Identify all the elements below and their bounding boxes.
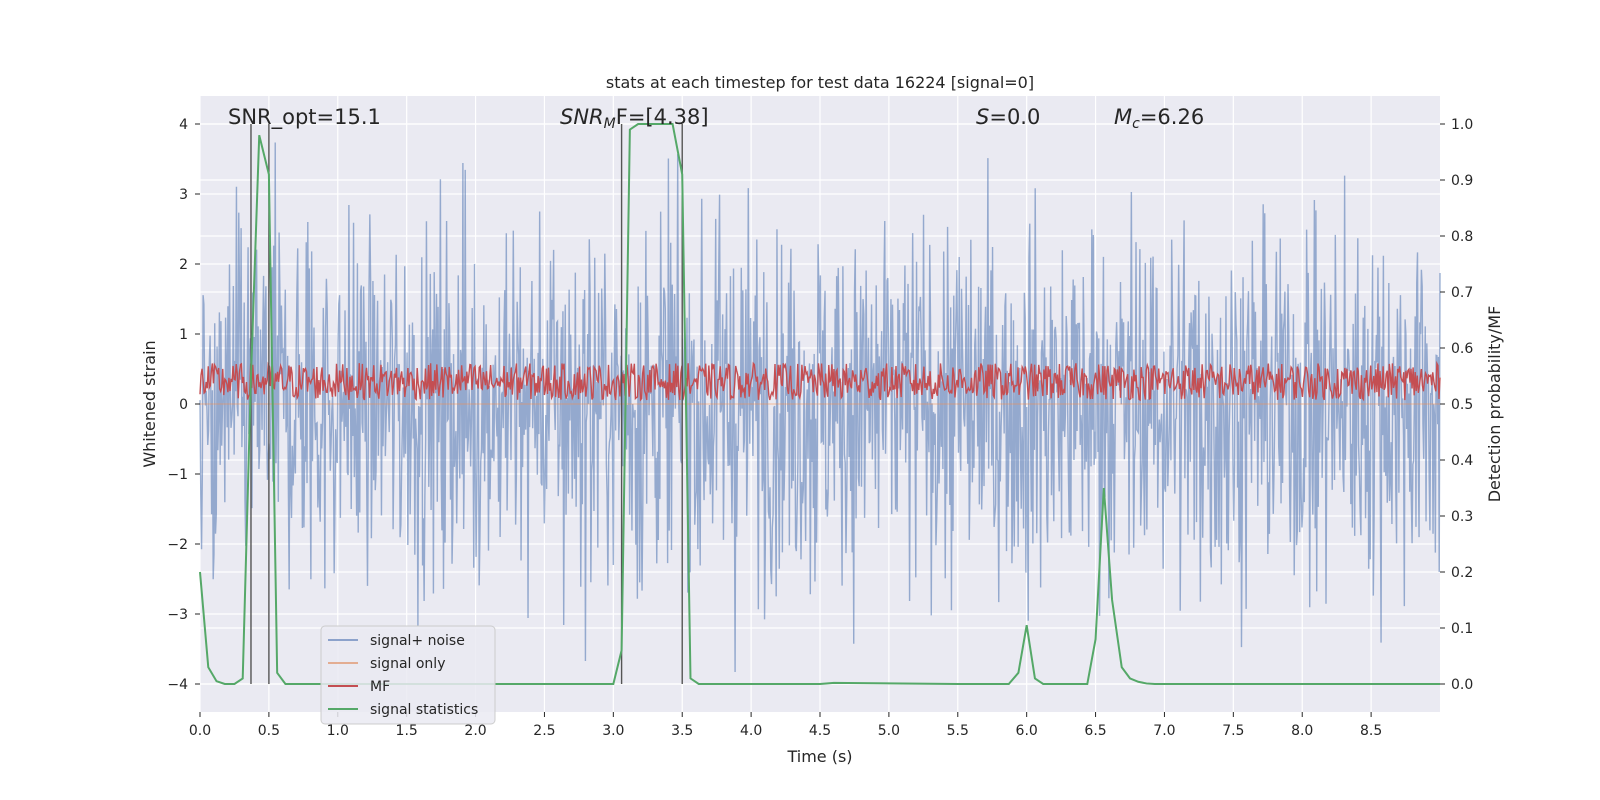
- x-tick-label: 1.0: [327, 723, 349, 739]
- x-tick-label: 7.0: [1153, 723, 1175, 739]
- x-tick-label: 6.0: [1016, 723, 1038, 739]
- mc-symbol: M: [1114, 105, 1132, 129]
- x-tick-label: 2.0: [464, 723, 486, 739]
- series-signal-statistics: [199, 123, 1440, 685]
- signal-plus-noise-line: [199, 142, 1441, 672]
- x-axis-label: Time (s): [786, 747, 852, 766]
- legend-label-signal-only: signal only: [370, 656, 445, 672]
- chart-title: stats at each timestep for test data 162…: [606, 73, 1034, 92]
- legend: signal+ noise signal only MF signal stat…: [320, 625, 496, 725]
- x-tick-label: 1.5: [396, 723, 418, 739]
- series-signal-plus-noise: [199, 142, 1441, 672]
- legend-label-signal-plus-noise: signal+ noise: [370, 633, 465, 649]
- annotation-s: S=0.0: [976, 105, 1040, 129]
- x-tick-label: 5.0: [878, 723, 900, 739]
- right-tick-label: 0.8: [1451, 229, 1473, 245]
- right-tick-label: 0.7: [1451, 285, 1473, 301]
- snr-mf-symbol: SNR: [560, 105, 604, 129]
- left-tick-label: −4: [167, 677, 188, 693]
- x-tick-label: 8.0: [1291, 723, 1313, 739]
- left-tick-label: −3: [167, 607, 188, 623]
- left-tick-label: 3: [179, 187, 188, 203]
- x-tick-label: 0.0: [189, 723, 211, 739]
- snr-mf-subscript: M: [604, 116, 616, 132]
- series-mf: [199, 360, 1441, 402]
- mc-subscript: c: [1132, 116, 1140, 132]
- x-tick-label: 6.5: [1084, 723, 1106, 739]
- x-axis-ticks: 0.0 0.5 1.0 1.5 2.0 2.5 3.0 3.5 4.0 4.5 5.0 5.5 6.0 6…: [189, 712, 1382, 739]
- x-tick-label: 3.5: [671, 723, 693, 739]
- legend-box: [320, 625, 496, 725]
- right-tick-label: 1.0: [1451, 117, 1473, 133]
- left-tick-label: 4: [179, 117, 188, 133]
- mc-value: =6.26: [1140, 105, 1204, 129]
- annotation-mc: Mc=6.26: [1114, 105, 1204, 132]
- mf-line: [199, 360, 1441, 402]
- x-tick-label: 5.5: [947, 723, 969, 739]
- right-tick-label: 0.6: [1451, 341, 1473, 357]
- x-tick-label: 4.0: [740, 723, 762, 739]
- annotation-snr-mf: SNRMF=[4.38]: [560, 105, 709, 132]
- right-axis-ticks: 0.0 0.1 0.2 0.3 0.4 0.5 0.6 0.7 0.8 0.9 1.0: [1440, 117, 1473, 693]
- right-tick-label: 0.5: [1451, 397, 1473, 413]
- left-axis-ticks: −4 −3 −2 −1 0 1 2 3 4: [167, 117, 200, 693]
- left-tick-label: 1: [179, 327, 188, 343]
- left-tick-label: 2: [179, 257, 188, 273]
- annotation-snr-opt: SNR_opt=15.1: [228, 105, 381, 130]
- right-tick-label: 0.4: [1451, 453, 1473, 469]
- x-tick-label: 3.0: [602, 723, 624, 739]
- x-tick-label: 7.5: [1222, 723, 1244, 739]
- x-tick-label: 2.5: [533, 723, 555, 739]
- right-axis-label: Detection probability/MF: [1485, 306, 1504, 503]
- x-tick-label: 0.5: [258, 723, 280, 739]
- signal-statistics-line: [199, 123, 1440, 685]
- snr-mf-value: F=[4.38]: [616, 105, 709, 129]
- right-tick-label: 0.2: [1451, 565, 1473, 581]
- s-symbol: S: [976, 105, 989, 129]
- left-tick-label: 0: [179, 397, 188, 413]
- x-tick-label: 4.5: [809, 723, 831, 739]
- left-tick-label: −1: [167, 467, 188, 483]
- x-tick-label: 8.5: [1360, 723, 1382, 739]
- right-tick-label: 0.1: [1451, 621, 1473, 637]
- left-tick-label: −2: [167, 537, 188, 553]
- legend-label-signal-statistics: signal statistics: [370, 702, 478, 718]
- left-axis-label: Whitened strain: [140, 340, 159, 467]
- legend-label-mf: MF: [370, 679, 390, 695]
- right-tick-label: 0.3: [1451, 509, 1473, 525]
- right-tick-label: 0.9: [1451, 173, 1473, 189]
- s-value: =0.0: [989, 105, 1040, 129]
- right-tick-label: 0.0: [1451, 677, 1473, 693]
